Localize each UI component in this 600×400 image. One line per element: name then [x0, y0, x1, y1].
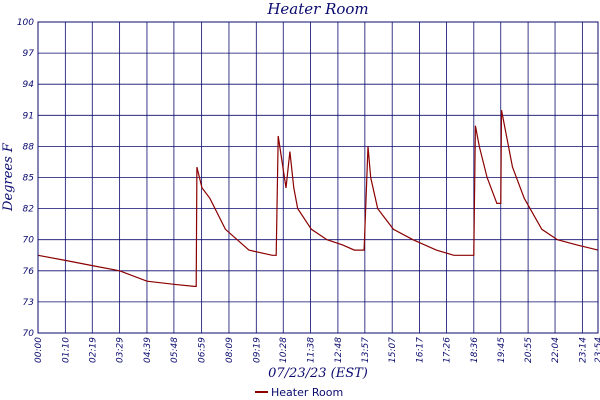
x-axis-label: 07/23/23 (EST) — [268, 366, 368, 381]
y-tick-label: 97 — [23, 49, 35, 59]
y-tick-label: 100 — [17, 18, 34, 28]
y-tick-label: 85 — [23, 174, 35, 184]
series-line-heater-room — [37, 109, 599, 287]
x-tick-label: 13:57 — [361, 337, 371, 363]
x-tick-label: 06:59 — [198, 337, 208, 363]
x-tick-label: 12:48 — [334, 337, 344, 363]
y-tick-label: 70 — [23, 329, 35, 339]
x-tick-label: 11:38 — [307, 337, 317, 363]
x-tick-label: 08:09 — [225, 337, 235, 363]
x-tick-label: 23:14 — [578, 337, 588, 363]
plot-frame — [37, 21, 599, 334]
x-tick-labels: 00:00 01:10 02:19 03:29 04:39 05:48 06:59 08:09… — [34, 337, 600, 363]
grid — [37, 21, 599, 334]
y-tick-label: 73 — [23, 298, 35, 308]
x-tick-label: 19:45 — [497, 337, 507, 363]
x-tick-label: 20:55 — [524, 337, 534, 363]
y-tick-label: 94 — [23, 80, 35, 90]
x-tick-label: 04:39 — [143, 337, 153, 363]
x-tick-label: 00:00 — [34, 337, 44, 363]
x-tick-label: 01:10 — [61, 337, 71, 363]
x-tick-label: 22:04 — [551, 337, 561, 363]
y-axis-label: Degrees F — [1, 142, 16, 212]
y-tick-label: 70 — [23, 236, 35, 246]
chart-title: Heater Room — [266, 0, 368, 18]
x-tick-label: 23:54 — [594, 337, 600, 363]
x-tick-label: 16:17 — [416, 337, 426, 363]
y-tick-labels: 70 73 76 70 82 85 88 91 94 97 100 — [17, 18, 34, 339]
x-tick-label: 09:19 — [252, 337, 262, 363]
y-tick-label: 91 — [23, 111, 34, 121]
y-tick-label: 76 — [23, 267, 35, 277]
x-tick-label: 15:07 — [388, 337, 398, 363]
y-tick-label: 88 — [23, 142, 35, 152]
y-tick-label: 82 — [23, 205, 35, 215]
x-tick-label: 18:36 — [470, 337, 480, 363]
x-tick-label: 03:29 — [116, 337, 126, 363]
x-tick-label: 05:48 — [170, 337, 180, 363]
legend-label: Heater Room — [271, 386, 343, 399]
x-tick-label: 17:26 — [442, 337, 452, 363]
x-tick-label: 10:28 — [279, 337, 289, 363]
x-tick-label: 02:19 — [88, 337, 98, 363]
